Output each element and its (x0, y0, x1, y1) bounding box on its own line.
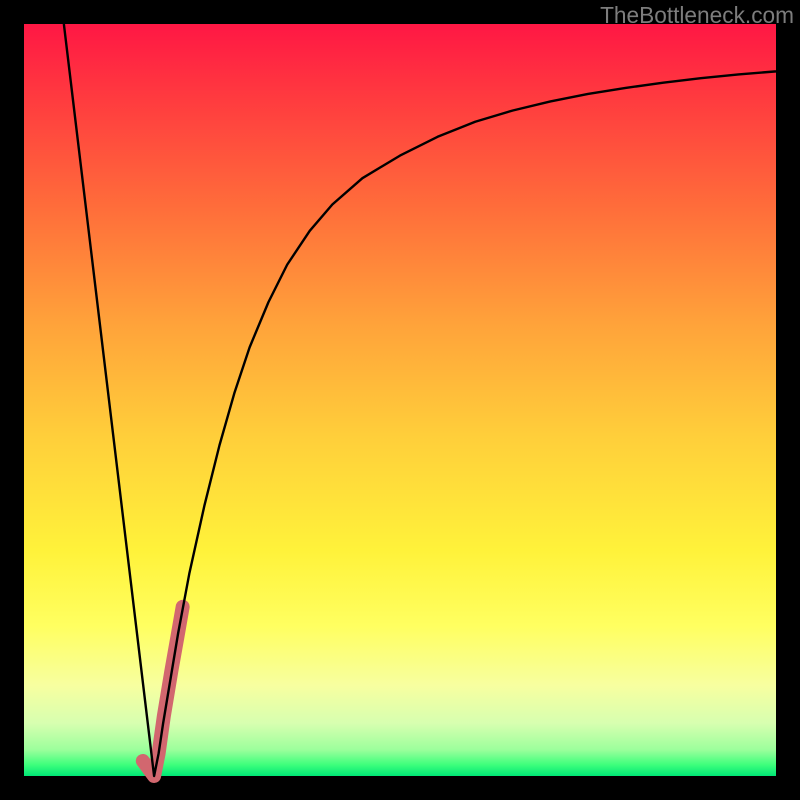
bottleneck-chart: TheBottleneck.com (0, 0, 800, 800)
chart-svg (0, 0, 800, 800)
plot-background (24, 24, 776, 776)
